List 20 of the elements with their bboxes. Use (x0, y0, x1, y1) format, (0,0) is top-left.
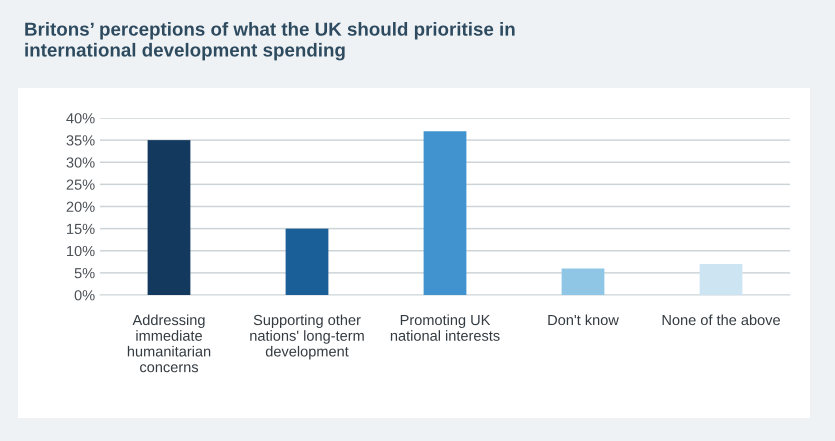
bar (562, 268, 604, 295)
chart-title: Britons’ perceptions of what the UK should prioritise in international development spending (25, 22, 515, 60)
x-tick-label: Supporting other nations' long-term development (250, 314, 364, 360)
y-tick-label: 20% (66, 202, 95, 212)
x-tick-label: Addressing immediate humanitarian concerns (128, 314, 210, 372)
y-tick-label: 0% (74, 290, 95, 300)
x-tick-label: Promoting UK national interests (390, 314, 500, 341)
y-tick-label: 35% (66, 135, 95, 146)
bar (700, 264, 742, 295)
x-tick-label: Don't know (548, 314, 619, 326)
y-tick-label: 25% (66, 179, 95, 190)
y-tick-label: 15% (67, 224, 95, 234)
x-tick-label: None of the above (662, 314, 780, 326)
y-tick-label: 40% (66, 113, 95, 124)
bar (148, 140, 190, 295)
y-tick-label: 30% (66, 157, 95, 168)
bar (424, 131, 466, 295)
y-tick-label: 5% (74, 268, 95, 278)
bar (286, 228, 328, 295)
y-tick-label: 10% (67, 246, 95, 256)
